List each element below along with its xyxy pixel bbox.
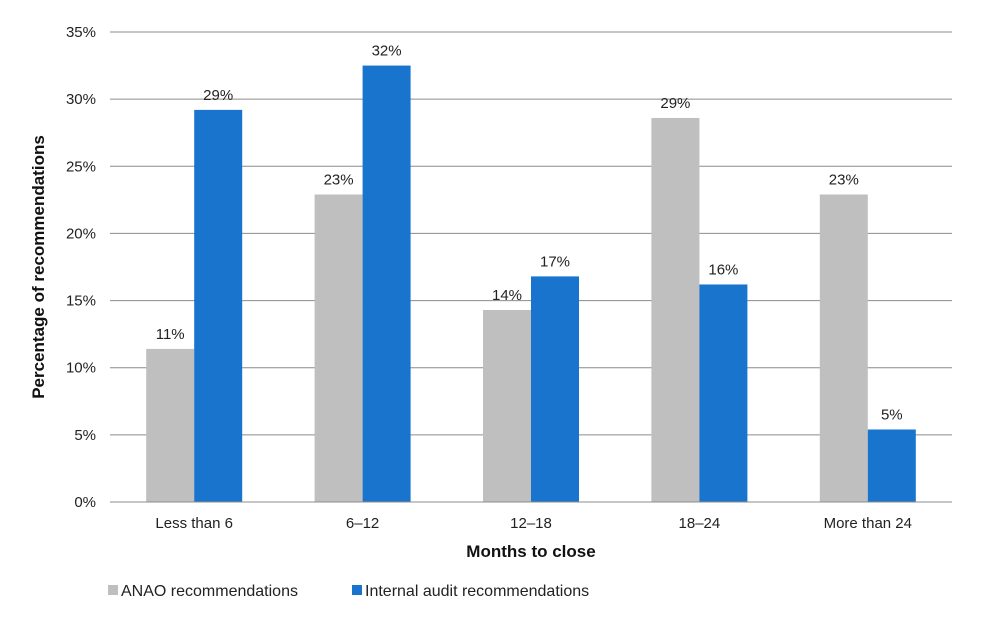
y-tick-label: 0% <box>74 494 96 511</box>
data-label: 23% <box>829 171 859 188</box>
y-tick-label: 35% <box>66 24 96 41</box>
data-label: 16% <box>708 261 738 278</box>
y-tick-label: 5% <box>74 427 96 444</box>
data-label: 29% <box>660 95 690 112</box>
bar <box>867 429 916 502</box>
y-axis-title: Percentage of recommendations <box>29 135 48 399</box>
bar <box>194 109 243 502</box>
legend-label-anao: ANAO recommendations <box>121 583 298 600</box>
bars <box>146 65 916 503</box>
y-axis-ticks: 0% 5% 10% 15% 20% 25% 30% 35% <box>66 24 96 511</box>
bar <box>819 194 868 502</box>
data-label: 23% <box>324 171 354 188</box>
bar <box>651 117 700 502</box>
bar <box>699 284 748 502</box>
x-tick-label: Less than 6 <box>155 515 233 532</box>
legend-swatch-internal-audit <box>352 585 362 595</box>
data-labels: 11% 29% 23% 32% 14% 17% 29% 16% 23% 5% <box>156 43 903 424</box>
x-tick-label: 6–12 <box>346 515 379 532</box>
y-tick-label: 30% <box>66 91 96 108</box>
data-label: 32% <box>372 43 402 60</box>
x-axis-title: Months to close <box>466 542 595 561</box>
bar <box>314 194 363 502</box>
bar <box>483 309 531 502</box>
x-axis-ticks: Less than 6 6–12 12–18 18–24 More than 24 <box>155 515 912 532</box>
legend-label-internal-audit: Internal audit recommendations <box>365 583 589 600</box>
data-label: 11% <box>156 326 185 343</box>
data-label: 14% <box>492 287 522 304</box>
y-tick-label: 25% <box>66 158 96 175</box>
bar <box>146 348 195 502</box>
legend-swatch-anao <box>108 585 118 595</box>
x-tick-label: 18–24 <box>679 515 721 532</box>
legend: ANAO recommendations Internal audit reco… <box>108 583 589 600</box>
data-label: 5% <box>881 406 903 423</box>
y-tick-label: 15% <box>66 293 96 310</box>
y-tick-label: 10% <box>66 360 96 377</box>
bar <box>362 65 411 503</box>
x-tick-label: More than 24 <box>824 515 912 532</box>
y-tick-label: 20% <box>66 225 96 242</box>
x-tick-label: 12–18 <box>510 515 552 532</box>
data-label: 17% <box>540 253 570 270</box>
bar <box>531 276 579 502</box>
data-label: 29% <box>203 87 233 104</box>
